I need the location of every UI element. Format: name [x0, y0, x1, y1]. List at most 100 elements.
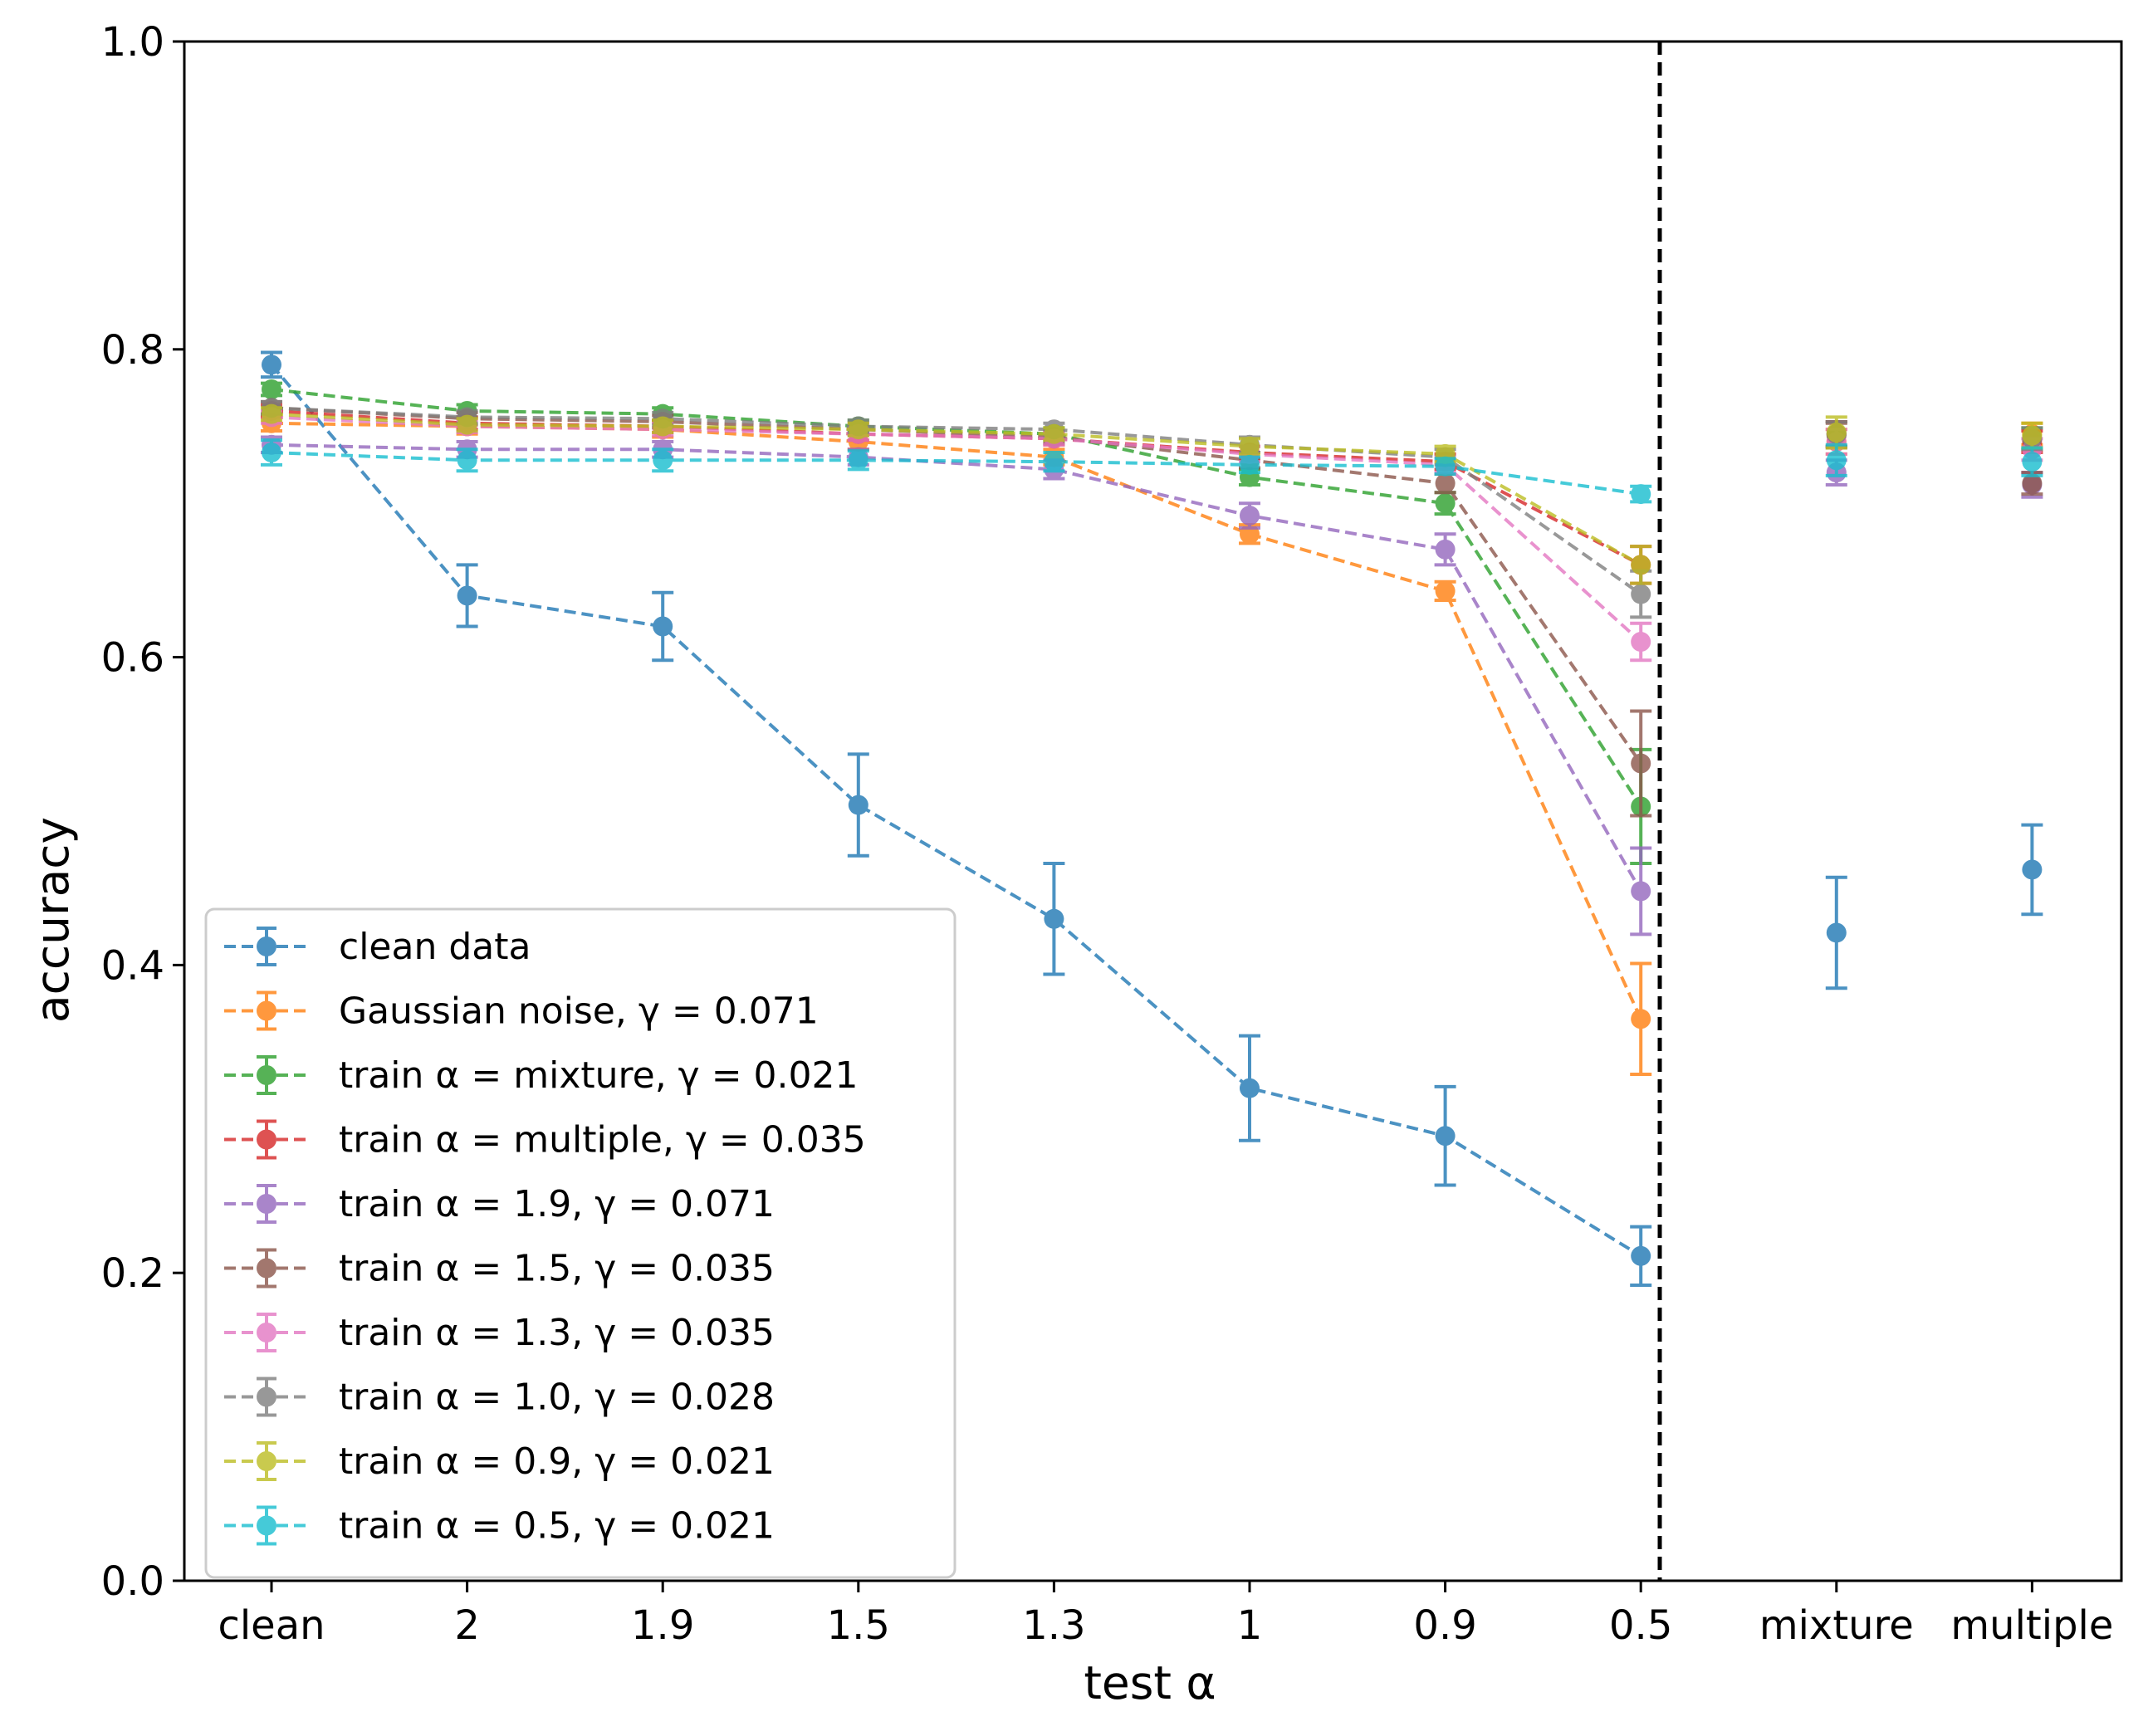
data-point: [1631, 881, 1651, 902]
data-point: [1631, 632, 1651, 653]
data-point: [1631, 1009, 1651, 1029]
data-point: [2022, 859, 2043, 880]
series-line: [271, 451, 1641, 496]
legend-label: train α = 0.9, γ = 0.021: [339, 1440, 775, 1483]
legend-label: train α = multiple, γ = 0.035: [339, 1119, 866, 1161]
x-tick-label: 2: [454, 1602, 480, 1649]
legend-label: train α = 0.5, γ = 0.021: [339, 1505, 775, 1548]
legend-handle: [224, 1505, 310, 1546]
legend-label: train α = mixture, γ = 0.021: [339, 1054, 859, 1097]
data-point: [1435, 493, 1456, 514]
legend-handle: [224, 1377, 310, 1417]
y-tick-label: 0.8: [101, 327, 164, 374]
legend-marker: [257, 1386, 276, 1407]
x-axis-label: test α: [1084, 1656, 1216, 1709]
legend-label: train α = 1.9, γ = 0.071: [339, 1183, 775, 1225]
legend-handle: [224, 927, 310, 966]
legend-marker: [257, 1451, 276, 1471]
plot-area: [261, 42, 2043, 1581]
legend-handle: [224, 1313, 310, 1352]
x-tick-label: 1: [1237, 1602, 1263, 1649]
data-point: [653, 416, 673, 437]
data-point: [1240, 454, 1260, 475]
legend-label: train α = 1.5, γ = 0.035: [339, 1248, 775, 1290]
legend-marker: [257, 1323, 276, 1342]
data-point: [1044, 423, 1064, 444]
legend-handle: [224, 1441, 310, 1481]
y-axis-label: accuracy: [26, 817, 79, 1023]
x-tick-label: 1.9: [631, 1602, 694, 1649]
legend-label: clean data: [339, 926, 531, 968]
series-line: [271, 415, 1642, 643]
legend-marker: [257, 1000, 276, 1021]
data-point: [1435, 1126, 1456, 1147]
plot-frame: [183, 40, 2123, 1582]
data-point: [457, 414, 477, 435]
legend-box: [204, 907, 957, 1579]
data-point: [1435, 539, 1456, 560]
legend-handle: [224, 990, 310, 1031]
legend-handle: [224, 1055, 310, 1095]
data-point: [1435, 473, 1456, 494]
data-point: [2022, 425, 2043, 446]
y-tick-label: 0.6: [101, 635, 164, 682]
legend-label: Gaussian noise, γ = 0.071: [339, 990, 819, 1033]
x-tick-label: multiple: [1950, 1602, 2113, 1649]
data-point: [848, 419, 868, 440]
legend-handle: [224, 1248, 310, 1289]
x-tick-label: 1.5: [827, 1602, 890, 1649]
y-tick-label: 0.2: [101, 1250, 164, 1297]
data-point: [262, 443, 281, 463]
legend-label: train α = 1.0, γ = 0.028: [339, 1377, 775, 1419]
data-point: [848, 450, 868, 471]
legend-label: train α = 1.3, γ = 0.035: [339, 1312, 775, 1354]
data-point: [262, 403, 281, 424]
data-point: [262, 379, 281, 400]
data-point: [1631, 484, 1651, 505]
legend: clean data Gaussian noise, γ = 0.071 train…: [204, 907, 957, 1579]
legend-marker: [257, 936, 276, 956]
data-point: [1631, 1245, 1651, 1266]
data-point: [653, 616, 673, 637]
x-tick-label: clean: [218, 1602, 325, 1649]
x-tick-label: 1.3: [1022, 1602, 1085, 1649]
y-tick-label: 1.0: [101, 19, 164, 66]
axes-layer: 0.0 0.2 0.4 0.6 0.8 1.0 clean 2 1.9 1.5 1.3 1 0.9 0.5…: [101, 19, 2123, 1649]
y-tick-label: 0.4: [101, 942, 164, 989]
series-line: [270, 364, 1642, 1258]
data-point: [1240, 436, 1260, 457]
data-point: [1044, 908, 1064, 929]
data-point: [457, 585, 477, 606]
series-0: [261, 350, 2043, 1288]
series-line: [271, 443, 1642, 892]
data-point: [1240, 506, 1260, 526]
data-point: [653, 450, 673, 471]
legend-marker: [257, 1194, 276, 1214]
data-point: [1826, 422, 1847, 443]
y-tick-label: 0.0: [101, 1558, 164, 1605]
series-line: [271, 412, 1642, 567]
legend-marker: [257, 1258, 276, 1279]
data-point: [1826, 922, 1847, 943]
legend-marker: [257, 1515, 276, 1536]
data-point: [1044, 452, 1064, 472]
series-line: [271, 406, 1642, 596]
x-tick-label: mixture: [1759, 1602, 1914, 1649]
data-point: [262, 355, 281, 375]
legend-marker: [257, 1129, 276, 1150]
data-point: [1435, 456, 1456, 477]
data-point: [1631, 584, 1651, 604]
legend-handle: [224, 1119, 310, 1160]
data-point: [2022, 452, 2043, 472]
data-point: [457, 450, 477, 471]
data-point: [1631, 753, 1651, 774]
legend-handle: [224, 1184, 310, 1224]
x-tick-label: 0.5: [1609, 1602, 1672, 1649]
data-point: [1435, 580, 1456, 601]
data-point: [1631, 555, 1651, 575]
data-point: [1240, 1078, 1260, 1098]
legend-marker: [257, 1065, 276, 1085]
data-point: [848, 795, 868, 815]
